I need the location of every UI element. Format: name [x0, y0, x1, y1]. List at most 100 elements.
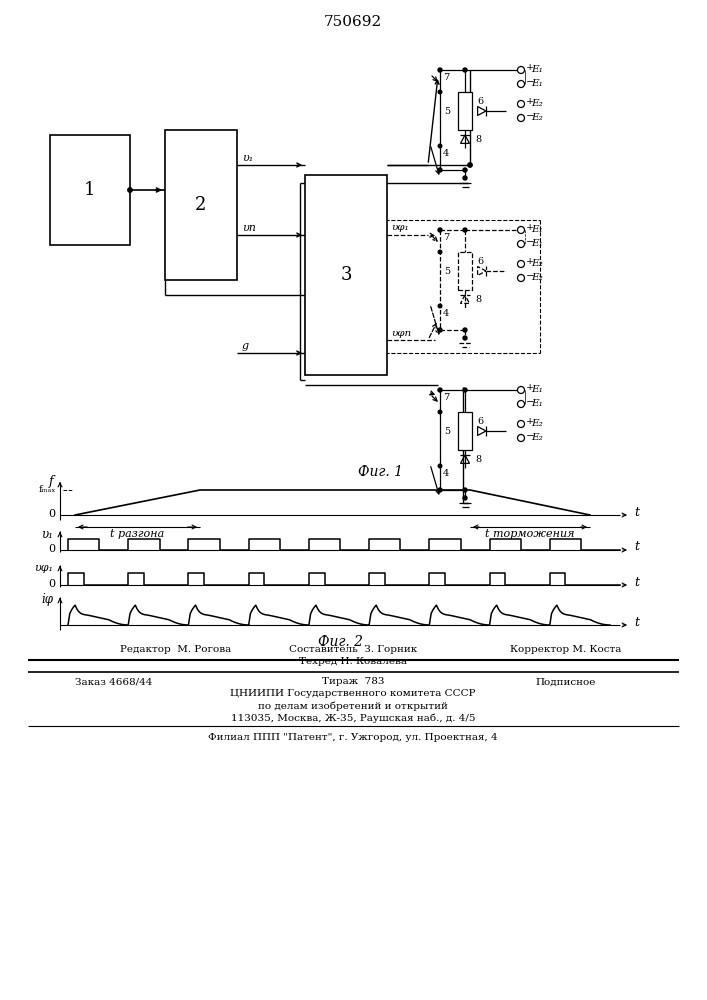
Text: 0: 0	[48, 509, 55, 519]
Text: Заказ 4668/44: Заказ 4668/44	[75, 678, 153, 686]
Text: −: −	[526, 432, 534, 440]
Text: E₂: E₂	[531, 99, 543, 107]
Circle shape	[438, 388, 442, 392]
Text: υn: υn	[242, 223, 256, 233]
Text: iφ: iφ	[41, 593, 53, 606]
Text: 2: 2	[195, 196, 206, 214]
Circle shape	[438, 144, 442, 148]
Text: +: +	[526, 98, 534, 106]
Text: υφ₁: υφ₁	[34, 563, 53, 573]
Bar	[165, 130, 237, 280]
Text: E₁: E₁	[531, 384, 543, 393]
Text: 750692: 750692	[324, 15, 382, 29]
Text: Тираж  783: Тираж 783	[322, 678, 384, 686]
Circle shape	[438, 410, 442, 414]
Text: 3: 3	[340, 266, 352, 284]
Text: t: t	[634, 615, 639, 629]
Text: −: −	[526, 111, 534, 120]
Text: 7: 7	[443, 393, 449, 402]
Text: +: +	[526, 224, 534, 232]
Text: Подписное: Подписное	[535, 678, 595, 686]
Text: 0: 0	[48, 579, 55, 589]
Text: g: g	[242, 341, 249, 351]
Circle shape	[463, 496, 467, 500]
Circle shape	[438, 250, 442, 254]
Text: E₂: E₂	[531, 418, 543, 428]
Circle shape	[438, 168, 442, 172]
Circle shape	[438, 228, 442, 232]
Text: Филиал ППП "Патент", г. Ужгород, ул. Проектная, 4: Филиал ППП "Патент", г. Ужгород, ул. Про…	[208, 732, 498, 742]
Text: 6: 6	[477, 97, 483, 105]
Text: υφn: υφn	[391, 328, 411, 338]
Text: 8: 8	[475, 454, 481, 464]
Bar	[458, 92, 472, 130]
Text: f: f	[48, 476, 53, 488]
Text: t: t	[634, 506, 639, 518]
Text: +: +	[526, 257, 534, 266]
Text: E₁: E₁	[531, 64, 543, 74]
Text: E₂: E₂	[531, 112, 543, 121]
Text: 5: 5	[444, 106, 450, 115]
Circle shape	[463, 228, 467, 232]
Text: E₂: E₂	[531, 432, 543, 442]
Bar	[305, 175, 387, 375]
Text: 0: 0	[48, 544, 55, 554]
Circle shape	[463, 336, 467, 340]
Text: −: −	[526, 78, 534, 87]
Text: Техред Н. Ковалева: Техред Н. Ковалева	[299, 658, 407, 666]
Text: E₁: E₁	[531, 238, 543, 247]
Circle shape	[463, 176, 467, 180]
Text: 7: 7	[443, 74, 449, 83]
Text: E₂: E₂	[531, 272, 543, 282]
Text: 1: 1	[84, 181, 95, 199]
Circle shape	[438, 488, 442, 492]
Text: E₂: E₂	[531, 258, 543, 267]
Circle shape	[438, 90, 442, 94]
Circle shape	[463, 168, 467, 172]
Bar	[50, 135, 130, 245]
Circle shape	[468, 163, 472, 167]
Text: 6: 6	[477, 256, 483, 265]
Text: −: −	[526, 397, 534, 406]
Circle shape	[463, 328, 467, 332]
Text: 6: 6	[477, 416, 483, 426]
Text: Редактор  М. Рогова: Редактор М. Рогова	[120, 646, 231, 654]
Circle shape	[128, 188, 132, 192]
Text: 8: 8	[475, 134, 481, 143]
Text: t торможения: t торможения	[485, 529, 575, 539]
Text: t: t	[634, 540, 639, 554]
Text: +: +	[526, 383, 534, 392]
Text: Корректор М. Коста: Корректор М. Коста	[510, 646, 621, 654]
Text: υ₁: υ₁	[41, 528, 53, 540]
Bar	[458, 412, 472, 450]
Bar	[458, 252, 472, 290]
Text: t: t	[634, 576, 639, 588]
Text: 7: 7	[443, 233, 449, 242]
Text: 4: 4	[443, 148, 449, 157]
Text: +: +	[526, 64, 534, 73]
Circle shape	[463, 388, 467, 392]
Circle shape	[463, 68, 467, 72]
Text: E₁: E₁	[531, 398, 543, 408]
Text: fₘₐₓ: fₘₐₓ	[38, 485, 56, 493]
Circle shape	[438, 68, 442, 72]
Text: +: +	[526, 418, 534, 426]
Text: 8: 8	[475, 294, 481, 304]
Text: Составитель  З. Горник: Составитель З. Горник	[289, 646, 417, 654]
Circle shape	[438, 464, 442, 468]
Text: Фиг. 2: Фиг. 2	[317, 635, 363, 649]
Text: 113035, Москва, Ж-35, Раушская наб., д. 4/5: 113035, Москва, Ж-35, Раушская наб., д. …	[230, 713, 475, 723]
Circle shape	[463, 488, 467, 492]
Text: υ₁: υ₁	[242, 153, 253, 163]
Text: Фиг. 1: Фиг. 1	[358, 465, 402, 479]
Text: 5: 5	[444, 266, 450, 275]
Circle shape	[438, 304, 442, 308]
Text: υφ₁: υφ₁	[391, 224, 409, 232]
Text: 4: 4	[443, 468, 449, 478]
Text: 4: 4	[443, 308, 449, 318]
Circle shape	[438, 328, 442, 332]
Text: −: −	[526, 237, 534, 246]
Text: ЦНИИПИ Государственного комитета СССР: ЦНИИПИ Государственного комитета СССР	[230, 690, 476, 698]
Text: по делам изобретений и открытий: по делам изобретений и открытий	[258, 701, 448, 711]
Text: t разгона: t разгона	[110, 529, 165, 539]
